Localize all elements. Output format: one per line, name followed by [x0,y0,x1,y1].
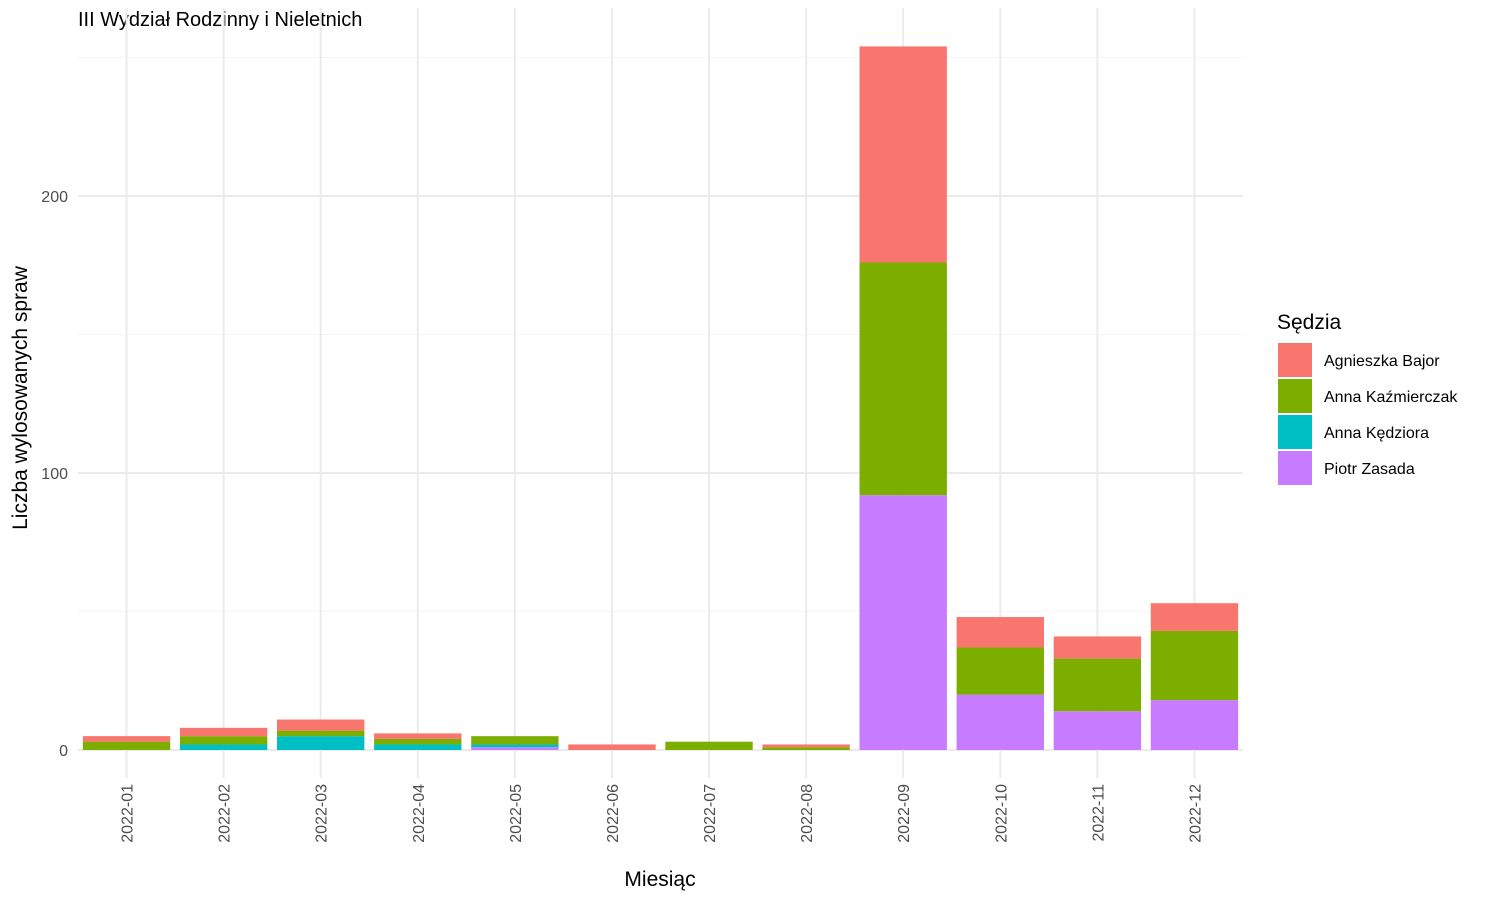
y-axis-title: Liczba wylosowanych spraw [9,265,32,530]
x-tick-label: 2022-01 [120,784,137,843]
x-tick-label: 2022-03 [314,784,331,843]
bar-segment-2022-05-piotr-zasada [471,747,559,750]
x-tick-label: 2022-12 [1187,784,1204,843]
x-axis-ticks: 2022-01 2022-02 2022-03 2022-04 2022-05 2022-… [120,784,1205,843]
bar-segment-2022-11-piotr-zasada [1053,711,1142,750]
bar-segment-2022-04-agnieszka-bajor [374,733,462,739]
bar-segment-2022-01-anna-kaźmierczak [82,741,171,750]
x-tick-label: 2022-02 [217,784,234,843]
bar-segment-2022-05-anna-kędziora [471,744,559,748]
legend-title: Sędzia [1277,311,1342,334]
y-axis-ticks: 0 100 200 [41,189,68,760]
bar-segment-2022-08-agnieszka-bajor [762,744,850,748]
x-tick-label: 2022-10 [993,784,1010,843]
bar-segment-2022-10-piotr-zasada [956,694,1044,750]
bar-segment-2022-10-agnieszka-bajor [956,617,1044,648]
bar-segment-2022-03-agnieszka-bajor [277,719,365,731]
legend-label: Agnieszka Bajor [1324,353,1440,370]
bar-segment-2022-04-anna-kaźmierczak [374,738,462,745]
legend-swatch [1278,415,1312,449]
y-tick-label: 200 [41,189,68,206]
bar-segment-2022-02-anna-kaźmierczak [179,736,268,745]
legend-swatch [1278,451,1312,485]
x-tick-label: 2022-06 [605,784,622,843]
bar-segment-2022-12-agnieszka-bajor [1150,603,1239,631]
chart-title: III Wydział Rodzinny i Nieletnich [78,9,362,31]
bar-segment-2022-10-anna-kaźmierczak [956,647,1044,695]
bar-segment-2022-09-agnieszka-bajor [859,46,947,263]
bar-segment-2022-03-anna-kaźmierczak [277,730,365,737]
legend-label: Anna Kędziora [1324,425,1429,442]
x-tick-label: 2022-08 [799,784,816,843]
y-tick-label: 0 [59,743,68,760]
bar-segment-2022-05-anna-kaźmierczak [471,736,559,745]
bar-segment-2022-07-anna-kaźmierczak [665,741,753,750]
y-tick-label: 100 [41,466,68,483]
x-tick-label: 2022-04 [411,784,428,843]
x-tick-label: 2022-07 [702,784,719,843]
bar-segment-2022-06-agnieszka-bajor [568,744,656,750]
bar-segment-2022-12-piotr-zasada [1150,700,1239,750]
legend-label: Piotr Zasada [1324,461,1415,478]
x-tick-label: 2022-05 [508,784,525,843]
legend-swatch [1278,343,1312,377]
bar-segment-2022-09-anna-kaźmierczak [859,262,947,496]
legend-swatch [1278,379,1312,413]
bar-segment-2022-12-anna-kaźmierczak [1150,630,1239,701]
bar-segment-2022-08-anna-kaźmierczak [762,747,850,750]
x-tick-label: 2022-09 [896,784,913,843]
bar-segment-2022-03-anna-kędziora [277,736,365,750]
bars [82,46,1239,750]
legend: Sędzia Agnieszka Bajor Anna Kaźmierczak An… [1277,311,1458,485]
bar-segment-2022-09-piotr-zasada [859,495,947,750]
x-tick-label: 2022-11 [1090,784,1107,842]
bar-segment-2022-02-agnieszka-bajor [179,727,268,737]
bar-segment-2022-11-agnieszka-bajor [1053,636,1142,659]
bar-segment-2022-01-agnieszka-bajor [82,736,171,742]
bar-segment-2022-02-anna-kędziora [179,744,268,750]
bar-segment-2022-11-anna-kaźmierczak [1053,658,1142,712]
x-axis-title: Miesiąc [624,868,695,891]
bar-segment-2022-04-anna-kędziora [374,744,462,750]
legend-label: Anna Kaźmierczak [1324,389,1458,406]
